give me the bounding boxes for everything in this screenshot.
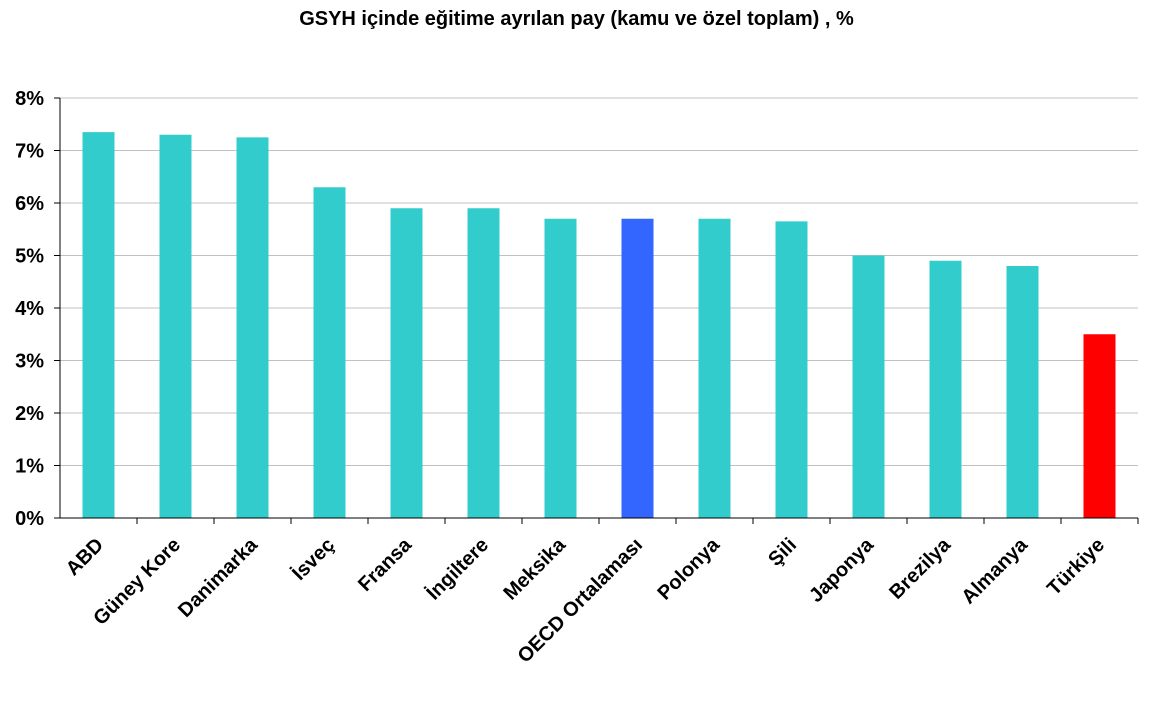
x-tick-label: İsveç xyxy=(287,533,339,585)
bar xyxy=(698,218,731,518)
bar xyxy=(852,255,885,518)
x-tick-label: Danimarka xyxy=(174,533,262,621)
bar xyxy=(159,134,192,518)
bar xyxy=(82,132,115,518)
y-tick-label: 7% xyxy=(15,141,44,163)
bar xyxy=(775,221,808,518)
x-tick-label: Meksika xyxy=(499,533,570,604)
y-tick-label: 4% xyxy=(15,298,44,320)
y-tick-label: 6% xyxy=(15,193,44,215)
x-tick-label: Şili xyxy=(764,534,801,571)
bar xyxy=(467,208,500,518)
x-tick-label: Türkiye xyxy=(1043,534,1109,600)
x-tick-label: Fransa xyxy=(354,533,417,596)
x-tick-label: Japonya xyxy=(805,533,879,607)
axes xyxy=(54,97,1139,524)
y-tick-label: 2% xyxy=(15,403,44,425)
x-tick-label: Almanya xyxy=(958,533,1033,608)
gridlines xyxy=(60,97,1138,466)
bar xyxy=(1006,266,1039,518)
x-tick-label: İngiltere xyxy=(422,533,493,604)
y-tick-label: 8% xyxy=(15,88,44,110)
y-tick-label: 5% xyxy=(15,246,44,268)
bars xyxy=(82,132,1116,518)
bar xyxy=(1083,334,1116,518)
y-tick-label: 0% xyxy=(15,508,44,530)
bar xyxy=(236,137,269,518)
x-tick-label: Brezilya xyxy=(885,533,955,603)
x-tick-label: ABD xyxy=(62,534,108,580)
y-tick-label: 1% xyxy=(15,456,44,478)
bar xyxy=(929,260,962,518)
bar xyxy=(313,187,346,518)
y-tick-label: 3% xyxy=(15,351,44,373)
bar xyxy=(544,218,577,518)
bar xyxy=(390,208,423,518)
x-tick-label: Polonya xyxy=(653,533,724,604)
bar xyxy=(621,218,654,518)
chart-title: GSYH içinde eğitime ayrılan pay (kamu ve… xyxy=(299,8,854,30)
